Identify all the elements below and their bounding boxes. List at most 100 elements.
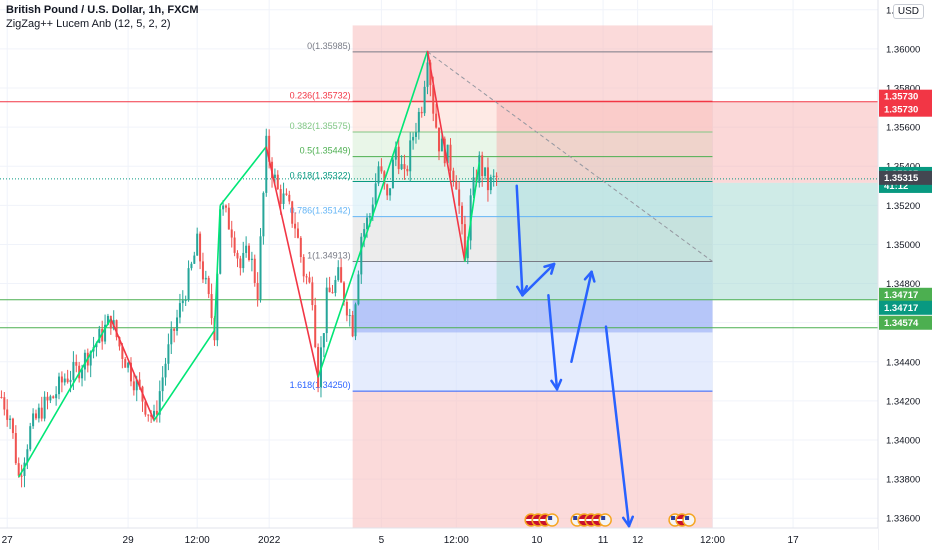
candle-body xyxy=(115,320,118,338)
candle-body xyxy=(311,282,314,306)
time-tick-label: 29 xyxy=(123,535,135,546)
zigzag-segment xyxy=(219,146,267,206)
candle-body xyxy=(354,304,357,337)
forecast-arrow-head xyxy=(550,379,559,391)
candle-body xyxy=(29,426,32,450)
candle-body xyxy=(11,418,14,434)
candle-body xyxy=(204,277,207,280)
candle-body xyxy=(489,177,492,191)
candle-body xyxy=(66,378,69,383)
candle-body xyxy=(437,127,441,152)
forecast-arrow xyxy=(570,270,593,364)
candle-body xyxy=(181,300,184,304)
zigzag-segment xyxy=(426,50,466,263)
candle-body xyxy=(360,236,363,275)
candle-body xyxy=(6,409,9,420)
candle-body xyxy=(351,315,354,337)
candle-body xyxy=(409,140,412,172)
forecast-arrow xyxy=(521,262,556,297)
indicator-label[interactable]: ZigZag++ Lucem Anb (12, 5, 2, 2) xyxy=(6,18,171,30)
us-flag-canton xyxy=(601,516,606,520)
candle-body xyxy=(440,138,443,152)
price-tick-label: 1.33800 xyxy=(886,475,920,486)
candle-body xyxy=(170,328,173,345)
forecast-arrows xyxy=(515,184,634,528)
time-tick-label: 2022 xyxy=(258,535,281,546)
candle-body xyxy=(377,166,380,184)
candle-body xyxy=(325,287,328,334)
candle-body xyxy=(400,164,403,170)
candle-body xyxy=(374,183,377,205)
time-tick-label: 12:00 xyxy=(444,535,469,546)
time-tick-label: 10 xyxy=(531,535,543,546)
fib-level-label: 0.236(1.35732) xyxy=(290,90,351,100)
candle-body xyxy=(178,303,181,318)
candle-body xyxy=(345,301,348,316)
candle-body xyxy=(423,86,426,114)
forecast-arrow-head xyxy=(543,262,556,269)
candle-body xyxy=(144,401,147,415)
forecast-arrow xyxy=(515,184,524,297)
fib-zone-top xyxy=(352,25,713,52)
candle-body xyxy=(138,379,141,387)
candle-body xyxy=(193,255,196,264)
price-badge xyxy=(879,170,932,185)
candle-body xyxy=(308,277,311,283)
candle-body xyxy=(101,329,104,342)
candle-body xyxy=(394,146,397,160)
candle-body xyxy=(196,233,199,256)
candle-body xyxy=(340,267,343,283)
candle-body xyxy=(81,369,84,379)
candle-body xyxy=(3,397,6,410)
candle-body xyxy=(452,170,455,182)
candle-body xyxy=(106,315,109,325)
candle-body xyxy=(153,410,156,417)
candle-body xyxy=(32,413,35,427)
candle-body xyxy=(328,287,331,293)
candle-body xyxy=(118,337,121,347)
candle-body xyxy=(420,111,423,114)
us-flag-canton xyxy=(548,516,553,520)
candle-body xyxy=(432,85,435,114)
candle-body xyxy=(219,209,222,274)
candle-body xyxy=(435,113,438,128)
candle-body xyxy=(268,135,271,162)
forecast-arrow-head xyxy=(550,262,556,275)
price-tick-label: 1.34000 xyxy=(886,436,920,447)
zigzag-segment xyxy=(464,162,481,263)
us-flag-canton xyxy=(685,516,690,520)
candle-body xyxy=(337,267,340,281)
fib-level-label: 0.618(1.35322) xyxy=(290,170,351,180)
candle-body xyxy=(187,268,190,300)
price-tick-label: 1.34400 xyxy=(886,357,920,368)
candle-body xyxy=(262,192,265,237)
blue-zone xyxy=(352,299,713,333)
candle-body xyxy=(391,159,394,189)
candle-body xyxy=(14,433,17,464)
candle-body xyxy=(222,205,225,210)
candle-body xyxy=(429,62,432,86)
zigzag-segment xyxy=(153,330,216,421)
candle-body xyxy=(472,177,475,196)
candle-body xyxy=(89,351,92,366)
candle-body xyxy=(242,252,245,269)
candle-body xyxy=(155,410,158,415)
currency-button[interactable]: USD xyxy=(892,4,924,19)
price-badge xyxy=(879,102,932,117)
us-flag-canton xyxy=(671,516,676,520)
candle-body xyxy=(334,280,337,293)
candle-body xyxy=(37,407,40,419)
fib-zone xyxy=(352,101,713,132)
candle-body xyxy=(132,381,135,391)
position-target-zone xyxy=(496,182,878,300)
candle-body xyxy=(380,166,383,172)
candle-body xyxy=(173,328,176,331)
candle-body xyxy=(363,229,366,237)
zigzag-segment xyxy=(110,318,155,421)
candle-body xyxy=(227,207,230,230)
chart-title: British Pound / U.S. Dollar, 1h, FXCM xyxy=(6,4,199,16)
time-tick-label: 12:00 xyxy=(185,535,210,546)
price-tick-label: 1.35000 xyxy=(886,240,920,251)
